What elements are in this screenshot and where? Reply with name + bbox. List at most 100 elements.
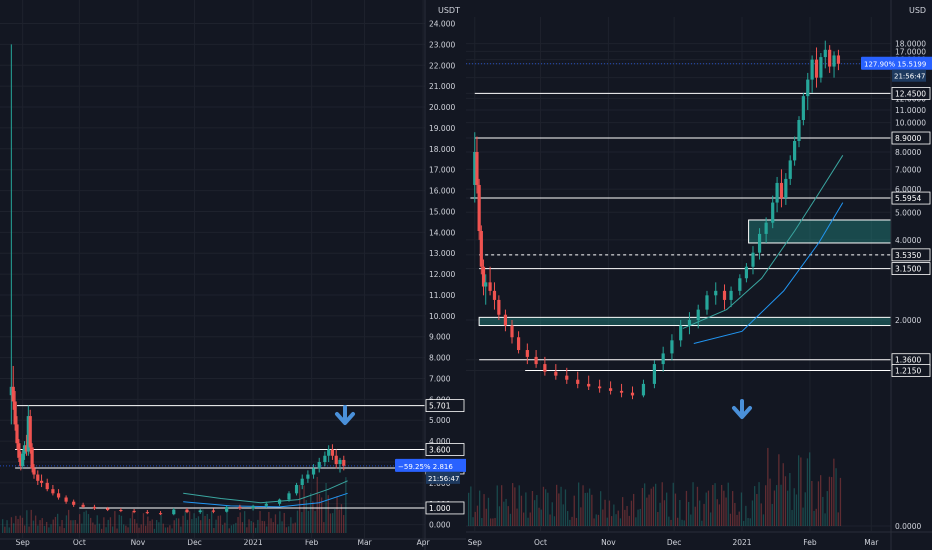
price-tick-label: 4.000 — [429, 437, 451, 446]
candle-body — [198, 510, 202, 513]
volume-bar — [580, 507, 582, 526]
volume-bar — [516, 508, 518, 526]
volume-bar — [217, 515, 219, 533]
volume-bar — [479, 490, 481, 526]
volume-bar — [257, 519, 259, 533]
time-tick-label: 2021 — [244, 538, 263, 547]
price-tick-label: 17.0000 — [895, 47, 926, 56]
price-tick-label: 24.000 — [429, 20, 455, 29]
price-tick-label: 22.000 — [429, 61, 455, 70]
candle-body — [806, 79, 810, 97]
candle-body — [801, 96, 805, 120]
volume-bar — [327, 495, 329, 533]
volume-bar — [316, 476, 318, 533]
right-time-axis[interactable]: Sep Oct Nov Dec 2021 Feb Mar — [466, 531, 932, 547]
price-tick-label: 10.0000 — [895, 119, 926, 128]
candle-body — [779, 182, 784, 198]
right-down-arrow-icon — [732, 399, 752, 419]
volume-bar — [116, 528, 118, 533]
level-label-box — [425, 399, 465, 413]
support-zone — [748, 219, 892, 244]
right-moving-averages — [682, 155, 844, 344]
volume-bar — [604, 499, 606, 526]
left-price-axis[interactable]: 0.0001.0002.0003.0004.0005.0006.0007.000… — [395, 0, 466, 550]
volume-bar — [307, 510, 310, 533]
candle-body — [764, 222, 768, 234]
candle-body — [287, 493, 291, 500]
volume-bar — [769, 478, 771, 526]
volume-bar — [74, 519, 76, 533]
volume-bar — [494, 517, 496, 526]
candle-body — [771, 202, 775, 223]
volume-bar — [43, 525, 46, 533]
candle-body — [338, 459, 342, 465]
volume-bar — [292, 523, 294, 533]
volume-bar — [679, 499, 681, 526]
candle-body — [119, 510, 123, 512]
volume-bar — [277, 524, 279, 533]
volume-bar — [637, 509, 639, 526]
volume-bar — [175, 518, 178, 533]
right-price-axis[interactable]: 0.0000 1.2150 1.3600 2.0000 3.1500 3.5350 4.00… — [861, 0, 932, 550]
volume-bar — [83, 511, 85, 533]
candle-body — [525, 350, 529, 357]
price-tick-label: 7.000 — [429, 374, 451, 383]
price-tick-label: 8.000 — [429, 354, 451, 363]
volume-bar — [688, 501, 690, 526]
volume-bar — [644, 483, 646, 526]
volume-bar — [593, 518, 595, 526]
volume-bar — [525, 492, 527, 526]
volume-bar — [674, 493, 677, 526]
right-chart-pane[interactable]: 0.0000 1.2150 1.3600 2.0000 3.1500 3.5350 4.00… — [466, 0, 932, 550]
volume-bar — [94, 524, 96, 533]
volume-bar — [92, 522, 94, 533]
volume-bar — [802, 507, 804, 526]
level-label-box — [425, 501, 465, 515]
time-tick-label: Feb — [305, 538, 319, 547]
time-tick-label: Mar — [357, 538, 372, 547]
volume-bar — [729, 513, 732, 526]
volume-bar — [767, 447, 769, 526]
price-tick-label: 2.0000 — [895, 316, 921, 325]
candle-body — [832, 55, 836, 67]
candle-body — [30, 447, 34, 469]
volume-bar — [685, 490, 688, 526]
current-price-label-box — [861, 56, 932, 70]
time-tick-label: Apr — [417, 538, 431, 547]
price-tick-label: 18.000 — [429, 145, 455, 154]
volume-bar — [182, 515, 184, 533]
candle-body — [687, 320, 692, 326]
volume-bar — [822, 496, 824, 526]
volume-bar — [127, 527, 129, 533]
candle-body — [652, 364, 657, 384]
candle-body — [21, 453, 25, 467]
level-label: 3.5350 — [895, 251, 921, 260]
volume-bar — [305, 500, 307, 533]
left-time-axis[interactable]: Sep Oct Nov Dec 2021 Feb Mar Apr — [0, 538, 466, 547]
volume-bar — [573, 495, 575, 526]
volume-bar — [523, 512, 525, 526]
volume-bar — [831, 477, 833, 526]
level-label: 5.5954 — [895, 194, 921, 203]
volume-bar — [314, 511, 316, 533]
left-candles — [9, 44, 346, 516]
price-tick-label: 14.000 — [429, 228, 455, 237]
volume-bar — [204, 515, 206, 533]
candle-body — [56, 493, 61, 498]
price-tick-label: 16.000 — [429, 187, 455, 196]
candle-body — [185, 509, 189, 513]
volume-bar — [666, 492, 668, 526]
candle-body — [251, 505, 255, 509]
volume-bar — [696, 486, 699, 526]
volume-bar — [468, 492, 470, 526]
candle-body — [744, 266, 749, 279]
volume-bar — [800, 457, 802, 526]
candle-body — [479, 231, 483, 267]
price-tick-label: 6.0000 — [895, 185, 921, 194]
volume-bar — [560, 486, 562, 526]
candle-body — [696, 309, 700, 321]
volume-bar — [4, 526, 6, 533]
volume-bar — [237, 517, 239, 533]
volume-bar — [793, 488, 795, 526]
left-chart-pane[interactable]: 0.0001.0002.0003.0004.0005.0006.0007.000… — [0, 0, 466, 550]
